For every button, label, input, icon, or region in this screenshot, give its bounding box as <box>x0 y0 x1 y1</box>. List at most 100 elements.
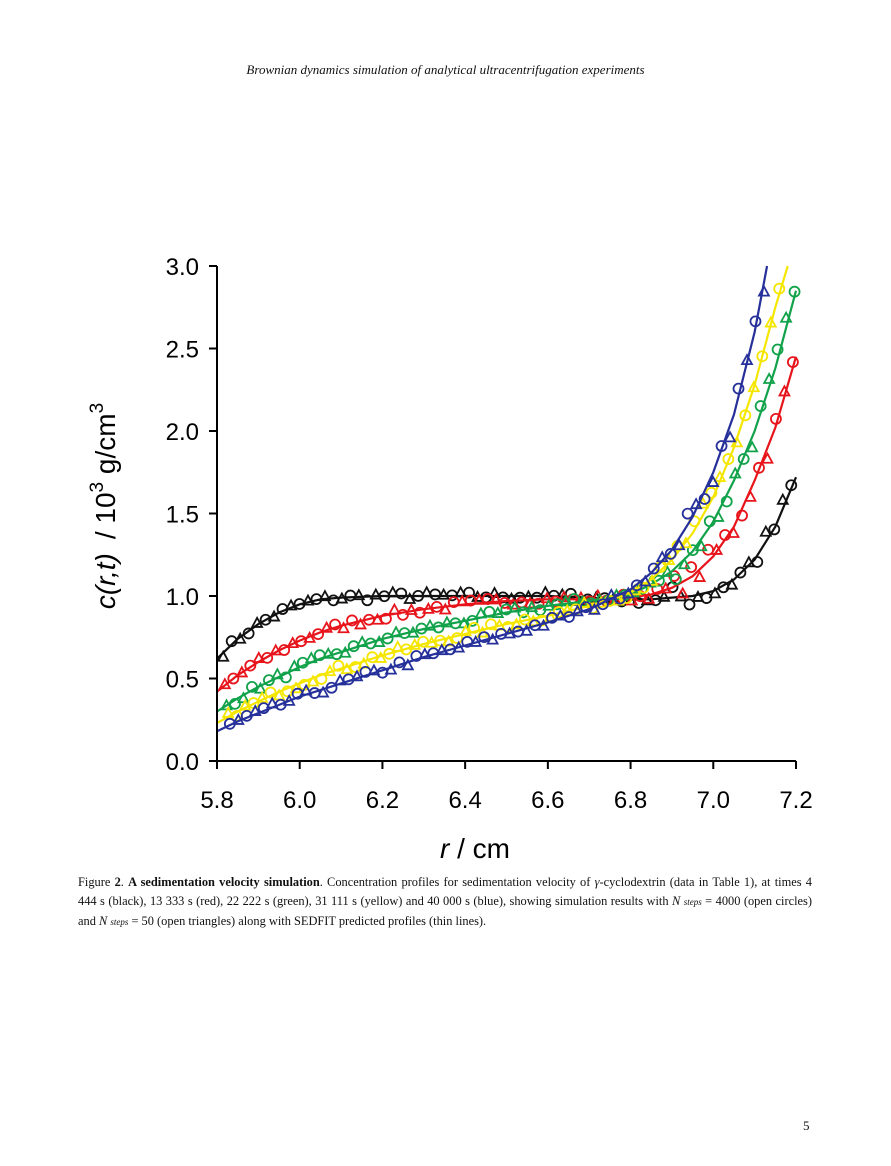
data-point-triangle <box>238 698 252 711</box>
data-point-circle <box>279 671 292 684</box>
data-point-circle <box>786 356 799 368</box>
data-point-circle <box>381 632 394 645</box>
data-point-triangle <box>269 643 283 656</box>
data-point-triangle <box>638 574 652 587</box>
data-point-triangle <box>384 662 398 675</box>
data-point-triangle <box>425 635 439 648</box>
data-point-triangle <box>744 489 757 502</box>
data-point-circle <box>580 601 592 614</box>
data-point-triangle <box>367 663 381 676</box>
data-point-circle <box>312 628 325 641</box>
data-point-triangle <box>657 589 671 602</box>
data-point-circle <box>715 440 728 452</box>
data-point-triangle <box>255 690 269 703</box>
data-point-circle <box>478 631 491 644</box>
data-point-circle <box>417 635 430 648</box>
data-point-circle <box>395 587 408 600</box>
data-point-triangle <box>265 696 279 709</box>
y-tick-label: 3.0 <box>166 254 199 281</box>
data-point-triangle <box>323 664 337 677</box>
data-point-triangle <box>459 624 473 637</box>
data-point-triangle <box>713 470 727 482</box>
data-point-triangle <box>267 609 281 622</box>
data-point-triangle <box>474 606 488 619</box>
data-point-triangle <box>691 589 705 602</box>
data-point-triangle <box>693 570 707 582</box>
data-point-triangle <box>354 617 367 630</box>
data-point-triangle <box>386 585 400 598</box>
data-point-triangle <box>408 637 422 650</box>
data-point-triangle <box>335 591 349 604</box>
data-point-triangle <box>352 588 366 601</box>
data-point-triangle <box>645 573 659 586</box>
data-point-circle <box>325 681 338 694</box>
data-point-triangle <box>371 612 384 625</box>
data-point-triangle <box>570 604 584 617</box>
data-point-triangle <box>287 659 301 672</box>
data-point-triangle <box>455 594 469 607</box>
data-point-triangle <box>489 592 503 605</box>
data-point-triangle <box>250 615 264 628</box>
data-point-circle <box>485 618 497 631</box>
data-point-triangle <box>762 372 776 384</box>
running-header: Brownian dynamics simulation of analytic… <box>246 62 645 77</box>
data-point-circle <box>563 611 575 623</box>
data-point-circle <box>432 621 445 634</box>
data-point-circle <box>261 651 274 664</box>
data-point-circle <box>278 644 291 656</box>
series-line <box>216 265 769 733</box>
data-point-triangle <box>728 466 742 479</box>
data-point-triangle <box>554 608 567 621</box>
data-point-circle <box>681 507 694 520</box>
data-point-triangle <box>421 601 435 614</box>
data-point-circle <box>647 562 660 575</box>
data-point-triangle <box>286 636 300 648</box>
data-point-triangle <box>625 593 639 606</box>
data-point-circle <box>530 591 543 604</box>
data-point-triangle <box>560 603 574 616</box>
data-point-triangle <box>284 598 298 611</box>
data-point-triangle <box>642 591 656 604</box>
data-point-triangle <box>338 645 352 658</box>
data-point-triangle <box>689 497 703 510</box>
data-point-triangle <box>520 623 534 636</box>
x-tick-label: 6.8 <box>614 787 647 814</box>
y-tick-label: 2.0 <box>166 419 199 446</box>
data-point-triangle <box>725 577 739 590</box>
data-point-triangle <box>216 649 230 662</box>
data-point-triangle <box>711 509 725 522</box>
data-point-triangle <box>757 284 771 297</box>
page-number: 5 <box>803 1118 810 1133</box>
data-point-circle <box>756 350 769 363</box>
data-point-triangle <box>537 618 550 631</box>
x-axis-title: r / cm <box>440 833 510 864</box>
data-point-circle <box>244 659 257 672</box>
x-tick-label: 7.2 <box>779 787 812 814</box>
data-point-circle <box>383 647 396 660</box>
data-point-circle <box>393 656 406 669</box>
figure-caption: Figure 2. A sedimentation velocity simul… <box>78 875 812 928</box>
data-point-circle <box>366 651 379 664</box>
y-tick-label: 1.5 <box>166 502 199 529</box>
data-point-triangle <box>438 602 452 615</box>
data-point-triangle <box>710 542 724 555</box>
data-point-triangle <box>559 594 573 607</box>
data-point-circle <box>498 597 511 609</box>
data-point-circle <box>751 556 764 568</box>
data-point-triangle <box>587 602 601 615</box>
data-point-triangle <box>423 618 437 631</box>
data-point-circle <box>466 614 479 627</box>
data-point-triangle <box>452 640 466 653</box>
data-point-triangle <box>723 430 737 443</box>
x-tick-label: 6.2 <box>366 787 399 814</box>
data-point-circle <box>329 618 341 631</box>
data-point-circle <box>263 674 275 687</box>
data-point-triangle <box>761 451 774 464</box>
data-point-circle <box>768 523 781 536</box>
data-point-triangle <box>391 639 405 652</box>
data-point-circle <box>315 673 328 685</box>
data-point-triangle <box>440 615 454 628</box>
data-point-triangle <box>525 600 539 613</box>
data-point-circle <box>380 612 392 625</box>
data-point-circle <box>720 495 733 508</box>
